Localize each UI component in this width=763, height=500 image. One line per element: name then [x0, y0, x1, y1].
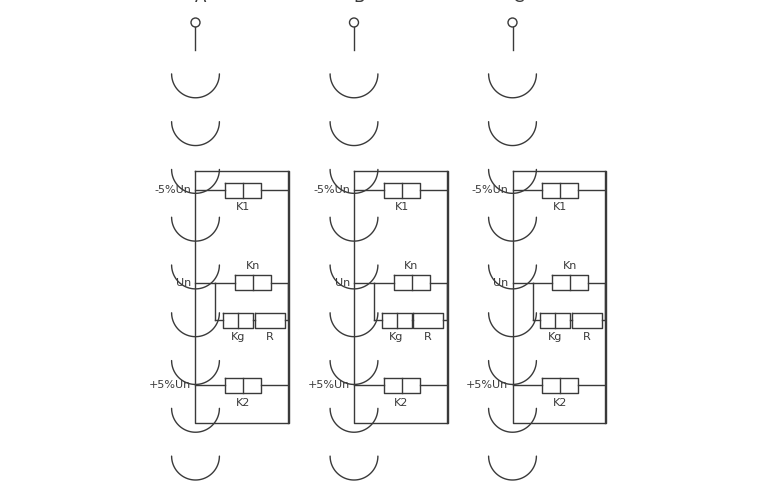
- Text: R: R: [583, 332, 591, 342]
- Text: +5%Un: +5%Un: [466, 380, 508, 390]
- Text: Kg: Kg: [389, 332, 404, 342]
- Text: +5%Un: +5%Un: [150, 380, 192, 390]
- Text: R: R: [266, 332, 273, 342]
- Text: Kn: Kn: [404, 261, 419, 271]
- Text: B: B: [353, 0, 365, 6]
- Text: A: A: [195, 0, 206, 6]
- Text: K2: K2: [553, 398, 567, 407]
- Text: R: R: [424, 332, 432, 342]
- Text: -5%Un: -5%Un: [313, 185, 350, 195]
- Text: Kn: Kn: [563, 261, 577, 271]
- Text: Kg: Kg: [548, 332, 562, 342]
- Text: C: C: [512, 0, 523, 6]
- Text: K1: K1: [553, 202, 567, 212]
- Text: -5%Un: -5%Un: [472, 185, 508, 195]
- Text: -5%Un: -5%Un: [155, 185, 192, 195]
- Text: Kn: Kn: [246, 261, 260, 271]
- Text: Kg: Kg: [231, 332, 245, 342]
- Text: Un: Un: [176, 278, 192, 287]
- Text: K2: K2: [236, 398, 250, 407]
- Text: K1: K1: [394, 202, 409, 212]
- Text: Un: Un: [335, 278, 350, 287]
- Text: K1: K1: [236, 202, 250, 212]
- Text: K2: K2: [394, 398, 409, 407]
- Text: Un: Un: [493, 278, 508, 287]
- Text: +5%Un: +5%Un: [307, 380, 350, 390]
